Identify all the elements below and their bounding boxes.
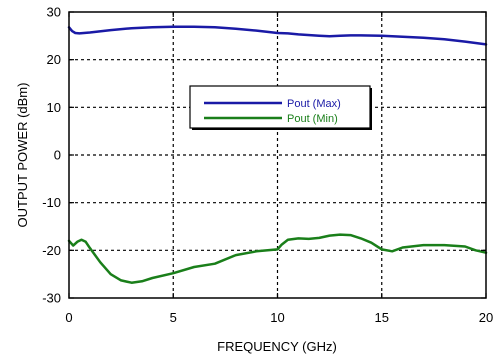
y-tick-label: 0 [54, 148, 61, 163]
x-tick-label: 20 [479, 310, 493, 325]
y-tick-labels: 30 20 10 0 -10 -20 -30 [42, 5, 61, 306]
x-tick-label: 5 [170, 310, 177, 325]
y-tick-label: 10 [47, 100, 61, 115]
x-tick-labels: 0 5 10 15 20 [65, 310, 493, 325]
y-tick-label: 20 [47, 52, 61, 67]
legend-label-max: Pout (Max) [287, 98, 341, 110]
series-line-pout-min [67, 233, 488, 284]
legend-box-shadow-right [370, 88, 372, 130]
x-tick-label: 10 [270, 310, 284, 325]
y-tick-label: 30 [47, 5, 61, 20]
y-axis-title: OUTPUT POWER (dBm) [15, 83, 30, 228]
tick-marks [68, 11, 487, 299]
legend: Pout (Max) Pout (Min) [189, 85, 372, 130]
legend-label-min: Pout (Min) [287, 113, 338, 125]
y-tick-label: -10 [42, 195, 61, 210]
legend-box [189, 85, 371, 129]
x-tick-label: 15 [375, 310, 389, 325]
y-tick-label: -30 [42, 291, 61, 306]
series-line-pout-max [67, 25, 488, 46]
legend-box-shadow-bottom [192, 128, 372, 130]
x-tick-label: 0 [65, 310, 72, 325]
x-axis-title: FREQUENCY (GHz) [217, 339, 337, 354]
series-layer [67, 25, 488, 284]
y-tick-label: -20 [42, 243, 61, 258]
